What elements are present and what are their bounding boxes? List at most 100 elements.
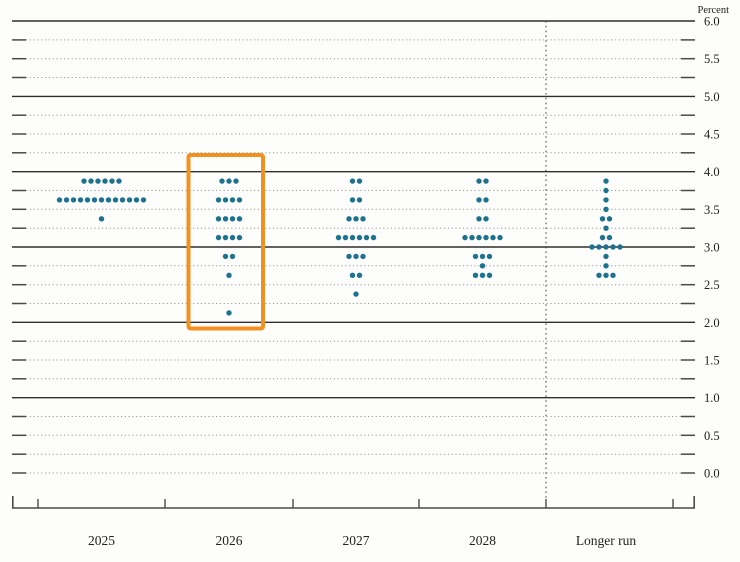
projection-dot [479, 253, 486, 260]
projection-dot [335, 234, 342, 241]
column-dots-2027 [335, 178, 377, 297]
projection-dot [606, 234, 613, 241]
projection-dot [476, 216, 482, 222]
projection-dot [98, 216, 105, 222]
projection-dot [490, 234, 496, 241]
projection-dot [105, 197, 112, 203]
projection-dot [353, 216, 359, 222]
y-axis-label-0.0: 0.0 [704, 467, 720, 481]
y-axis-labels: 6.0 5.5 5.0 4.5 4.0 3.5 3.0 2.5 2.0 1.5 1.0 0.5 0.0 P… [698, 5, 730, 481]
projection-dot [133, 197, 140, 203]
projection-dot [472, 253, 479, 260]
y-axis-unit-label: Percent [698, 5, 730, 16]
projection-dot [119, 197, 126, 203]
projection-dot [236, 197, 243, 203]
projection-dot [229, 216, 236, 222]
projection-dot [483, 197, 489, 203]
projection-dot [599, 234, 606, 241]
projection-dot [233, 178, 239, 184]
projection-dot [462, 234, 468, 241]
projection-dot [599, 216, 606, 222]
projection-dot [603, 187, 609, 194]
projection-dot [370, 234, 377, 241]
projection-dot [479, 263, 486, 269]
projection-dot [222, 253, 229, 260]
projection-dot [476, 197, 482, 203]
projection-dot [81, 178, 87, 184]
projection-dot [346, 216, 352, 222]
projection-dot [63, 197, 70, 203]
projection-dot [215, 216, 222, 222]
y-axis-label-5.5: 5.5 [704, 52, 720, 66]
y-axis-label-5.0: 5.0 [704, 90, 720, 104]
projection-dot [483, 216, 489, 222]
projection-dot [497, 234, 503, 241]
projection-dot [229, 234, 236, 241]
projection-dot [356, 178, 363, 184]
projection-dot [77, 197, 84, 203]
projection-dot [603, 206, 609, 212]
projection-dot [222, 216, 229, 222]
projection-dot [236, 234, 243, 241]
projection-dot [472, 272, 479, 278]
gridlines [12, 20, 695, 474]
y-axis-label-2.5: 2.5 [704, 278, 720, 292]
projection-dot [349, 272, 356, 278]
projection-dot [360, 253, 366, 260]
y-axis-label-4.5: 4.5 [704, 128, 720, 142]
projection-dot [617, 244, 623, 250]
projection-dot [102, 178, 108, 184]
x-axis [12, 496, 696, 509]
projection-dot [486, 253, 493, 260]
projection-dot [215, 234, 222, 241]
column-dots-2026 [215, 178, 243, 316]
projection-dot [596, 244, 602, 250]
y-axis-label-2.0: 2.0 [704, 316, 720, 330]
projection-dot [486, 272, 493, 278]
projection-dot [349, 234, 356, 241]
projection-dot [226, 310, 232, 316]
projection-dot [596, 272, 602, 278]
projection-dot [356, 272, 363, 278]
projection-dot [70, 197, 77, 203]
projection-dot [95, 178, 101, 184]
y-axis-label-0.5: 0.5 [704, 429, 720, 443]
y-axis-label-4.0: 4.0 [704, 165, 720, 179]
projection-dot [603, 178, 609, 184]
projection-dot [109, 178, 115, 184]
x-axis-label-longer-run: Longer run [576, 533, 637, 548]
projection-dot [91, 197, 98, 203]
projection-dot [346, 253, 352, 260]
y-axis-label-6.0: 6.0 [704, 15, 720, 29]
projection-dot [226, 272, 232, 278]
projection-dot [479, 272, 486, 278]
y-axis-label-3.0: 3.0 [704, 241, 720, 255]
projection-dot [222, 197, 229, 203]
projection-dot [363, 234, 370, 241]
projection-dot [88, 178, 94, 184]
y-axis-label-1.5: 1.5 [704, 354, 720, 368]
projection-dot [603, 244, 609, 250]
highlight-box-2026 [186, 153, 265, 331]
projection-dot [236, 216, 243, 222]
projection-dot [469, 234, 475, 241]
projection-dot [140, 197, 147, 203]
x-axis-label-2028: 2028 [469, 533, 496, 548]
y-axis-label-3.5: 3.5 [704, 203, 720, 217]
projection-dot [349, 178, 356, 184]
x-axis-label-2025: 2025 [88, 533, 115, 548]
column-dots-2028 [462, 178, 503, 278]
projection-dot [356, 234, 363, 241]
projection-dot [56, 197, 63, 203]
column-dots-2025 [56, 178, 147, 222]
column-dots-longer-run [589, 178, 623, 278]
projection-dot [476, 234, 482, 241]
projection-dot [226, 178, 232, 184]
x-axis-labels: 2025 2026 2027 2028 Longer run [88, 533, 636, 548]
projection-dot [483, 178, 489, 184]
projection-dot [606, 216, 613, 222]
projection-dot [116, 178, 122, 184]
projection-dot [349, 197, 356, 203]
